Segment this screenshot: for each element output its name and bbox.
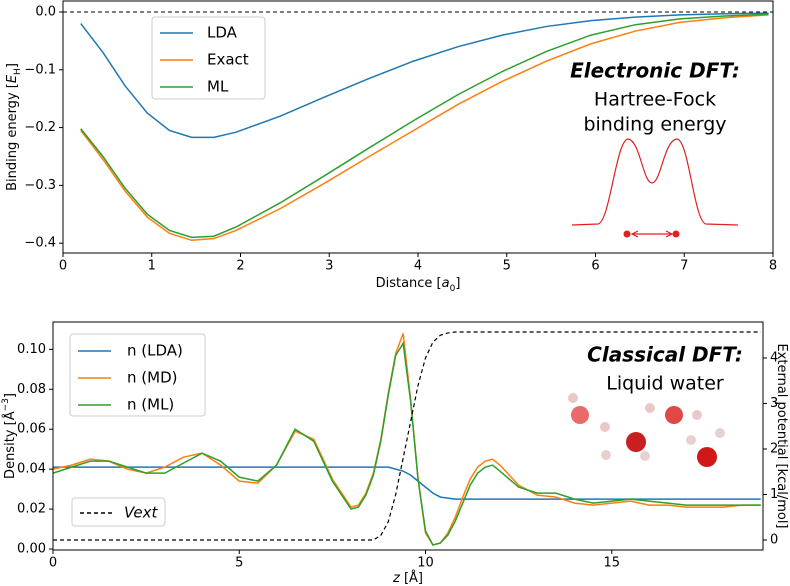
data-line <box>53 331 761 541</box>
data-line <box>53 466 761 500</box>
x-tick-label: 5 <box>503 259 511 274</box>
y-tick-label: −0.2 <box>24 120 56 135</box>
label-part: Distance [ <box>376 276 442 291</box>
y-tick-label: 0.00 <box>17 542 46 557</box>
legend-label: n (ML) <box>127 396 174 414</box>
x-tick-label: 0 <box>59 259 67 274</box>
water-molecules <box>568 393 725 467</box>
annotation: binding energy <box>583 114 726 136</box>
y2-tick-label: 4 <box>770 350 778 365</box>
y-axis-label: Density [Å−3] <box>1 393 18 479</box>
y-tick-label: 0.02 <box>17 502 46 517</box>
x-tick-label: 1 <box>148 259 156 274</box>
y-axis-label: Binding energy [EH] <box>5 63 23 191</box>
y-tick-label: −0.3 <box>24 178 56 193</box>
y2-tick-label: 2 <box>770 441 778 456</box>
y-tick-label: 0.0 <box>35 4 56 19</box>
legend-label: Exact <box>207 51 249 69</box>
data-line <box>52 341 761 546</box>
x-axis-label: z [Å] <box>392 570 423 586</box>
label-part: z <box>392 571 401 586</box>
axes-frame <box>62 0 774 254</box>
y-tick-label: 0.08 <box>17 382 46 397</box>
x-tick-label: 6 <box>591 259 599 274</box>
legend-label: ML <box>207 78 229 96</box>
label-part: ] <box>3 393 18 398</box>
y-tick-label: 0.06 <box>17 422 46 437</box>
x-axis-label: Distance [a0] <box>376 276 461 294</box>
y-tick-label: 0.04 <box>17 462 46 477</box>
x-tick-label: 10 <box>417 556 434 571</box>
legend-label: n (LDA) <box>127 342 183 360</box>
label-part: [Å] <box>400 570 423 586</box>
legend-label: LDA <box>207 24 238 42</box>
annotation: Classical DFT: <box>587 343 743 367</box>
y2-tick-label: 3 <box>770 396 778 411</box>
x-tick-label: 3 <box>325 259 333 274</box>
label-part: −3 <box>1 398 11 411</box>
annotation: Electronic DFT: <box>570 59 740 83</box>
label-part: 0 <box>450 284 456 294</box>
label-part: Binding energy [ <box>5 83 20 191</box>
label-part: ] <box>5 63 20 68</box>
axes-frame <box>52 321 764 551</box>
legend-box <box>71 497 166 527</box>
label-part: External potential [kcal/mol] <box>775 343 790 528</box>
legend-box <box>151 16 266 100</box>
y-tick-label: 0.10 <box>17 342 46 357</box>
x-tick-label: 0 <box>49 556 57 571</box>
x-tick-label: 4 <box>414 259 422 274</box>
label-part: a <box>442 276 450 291</box>
x-tick-label: 2 <box>236 259 244 274</box>
legend-label: Vext <box>124 504 158 522</box>
label-part: H <box>13 68 23 75</box>
x-tick-label: 5 <box>235 556 243 571</box>
label-part: E <box>5 74 20 83</box>
annotation: Hartree-Fock <box>594 89 716 111</box>
legend-box <box>69 333 206 417</box>
x-tick-label: 8 <box>769 259 777 274</box>
y2-tick-label: 0 <box>770 532 778 547</box>
legend-label: n (MD) <box>127 369 177 387</box>
y-tick-label: −0.1 <box>24 62 56 77</box>
label-part: ] <box>455 276 460 291</box>
data-line <box>80 13 769 239</box>
y-tick-label: −0.4 <box>24 236 56 251</box>
data-line <box>80 12 769 139</box>
inset-sketch <box>571 138 739 238</box>
x-tick-label: 15 <box>603 556 620 571</box>
data-line <box>80 14 769 242</box>
y2-axis-label: External potential [kcal/mol] <box>775 343 790 528</box>
y2-tick-label: 1 <box>770 487 778 502</box>
label-part: Density [Å <box>2 411 18 479</box>
annotation: Liquid water <box>606 373 724 395</box>
x-tick-label: 7 <box>680 259 688 274</box>
